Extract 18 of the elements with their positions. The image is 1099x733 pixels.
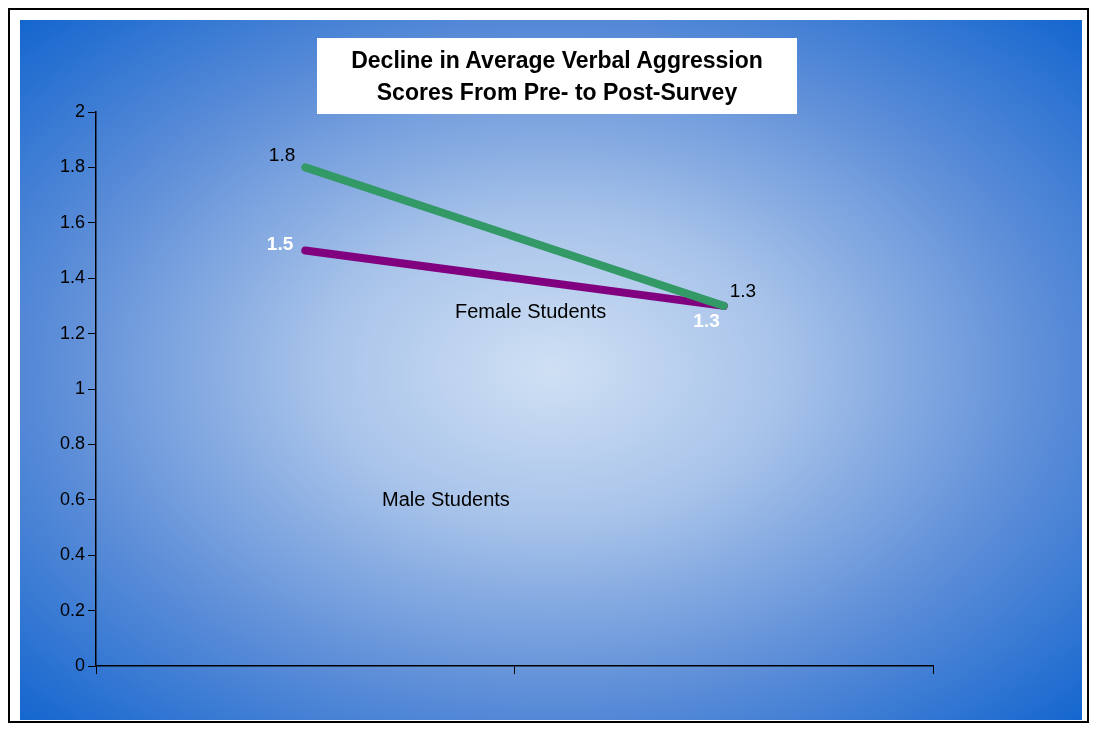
annotation: Female Students xyxy=(455,300,607,323)
y-tick-label: 2 xyxy=(75,100,86,121)
y-tick-label: 1.4 xyxy=(59,267,86,288)
y-tick-label: 1.6 xyxy=(59,211,86,232)
y-tick-label: 0.4 xyxy=(59,544,86,565)
annotation: Male Students xyxy=(382,488,510,511)
y-tick-label: 0.2 xyxy=(59,599,86,620)
y-tick-label: 1 xyxy=(75,377,86,398)
data-label: 1.8 xyxy=(268,143,296,165)
y-tick-label: 1.2 xyxy=(59,322,86,343)
y-tick-label: 0 xyxy=(75,654,86,675)
y-tick-label: 1.8 xyxy=(59,156,86,177)
chart-title: Decline in Average Verbal Aggression Scores From Pre- to Post-Survey xyxy=(317,38,797,114)
y-tick-label: 0.6 xyxy=(59,488,86,509)
data-label: 1.3 xyxy=(729,280,757,302)
y-tick-label: 0.8 xyxy=(59,433,86,454)
data-label: 1.5 xyxy=(266,232,294,254)
data-label: 1.3 xyxy=(693,310,720,332)
